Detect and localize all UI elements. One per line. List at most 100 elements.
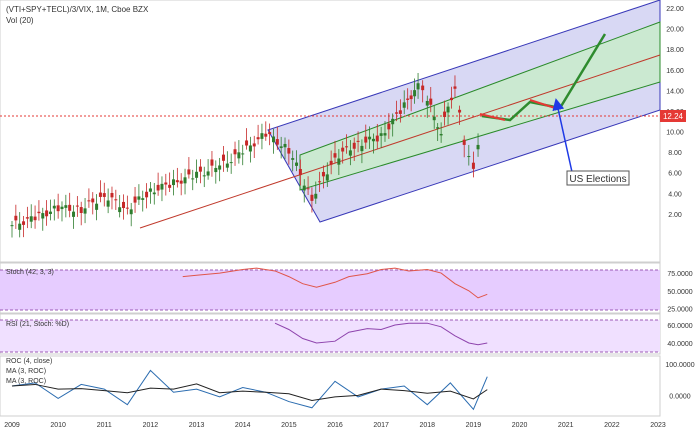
candle-body — [337, 158, 341, 165]
candle-body — [98, 192, 102, 197]
candle-body — [241, 153, 245, 155]
candle-body — [436, 127, 440, 129]
indicator-tick-label: 50.0000 — [667, 289, 692, 296]
roc-y-axis: 100.0000 0.0000 — [665, 362, 694, 400]
candle-body — [333, 153, 337, 158]
candle-body — [25, 217, 29, 219]
candle-body — [439, 133, 443, 136]
price-tick-label: 20.00 — [666, 27, 684, 34]
candle-body — [395, 112, 399, 114]
candle-body — [198, 166, 202, 172]
candle-body — [462, 139, 466, 145]
candle-body — [356, 140, 360, 142]
candle-body — [402, 102, 406, 108]
candle-body — [60, 206, 64, 210]
candle-body — [110, 192, 114, 198]
rsi-title: RSI (21, Stoch: %D) — [6, 321, 69, 328]
price-tick-label: 6.00 — [668, 171, 682, 178]
candle-body — [360, 145, 364, 152]
candle-body — [18, 223, 22, 230]
candle-body — [287, 148, 291, 154]
candle-body — [141, 198, 145, 200]
candle-body — [476, 144, 480, 150]
candle-body — [45, 210, 49, 217]
price-tick-label: 16.00 — [666, 68, 684, 75]
candle-body — [387, 123, 391, 130]
candle-body — [298, 168, 302, 176]
x-tick-label: 2011 — [97, 422, 112, 429]
candle-body — [458, 109, 462, 113]
price-tick-label: 4.00 — [668, 191, 682, 198]
rsi-band — [0, 320, 660, 352]
price-tick-label: 22.00 — [666, 6, 684, 13]
candle-body — [248, 145, 252, 152]
candle-body — [375, 135, 379, 142]
projection-red-2 — [529, 99, 556, 109]
candle-body — [221, 154, 225, 161]
stoch-y-axis: 75.0000 50.0000 25.0000 — [667, 271, 692, 313]
roc-title: ROC (4, close) — [6, 358, 52, 365]
x-tick-label: 2017 — [373, 422, 389, 429]
candle-body — [95, 203, 99, 210]
x-tick-label: 2010 — [50, 422, 66, 429]
candle-body — [64, 205, 68, 208]
candle-body — [364, 136, 368, 143]
symbol-title: (VTI+SPY+TECL)/3/VIX, 1M, Cboe BZX — [6, 5, 149, 14]
candle-body — [325, 174, 329, 181]
time-x-axis: 2009 2010 2011 2012 2013 2014 2015 2016 2017 2018… — [4, 422, 666, 429]
price-tick-label: 18.00 — [666, 47, 684, 54]
candle-body — [318, 181, 322, 183]
x-tick-label: 2018 — [419, 422, 435, 429]
candle-body — [160, 183, 164, 190]
candle-body — [450, 97, 454, 101]
candle-body — [156, 184, 160, 191]
candle-body — [237, 152, 241, 159]
candle-body — [432, 116, 436, 121]
candle-body — [91, 198, 95, 203]
candle-body — [33, 216, 37, 221]
candle-body — [52, 205, 56, 209]
roc-panel — [0, 355, 661, 417]
candle-body — [413, 90, 417, 97]
candle-body — [229, 162, 233, 164]
candle-body — [148, 188, 152, 192]
indicator-tick-label: 100.0000 — [665, 362, 694, 369]
candle-body — [145, 191, 149, 198]
price-tick-label: 10.00 — [666, 130, 684, 137]
x-tick-label: 2014 — [235, 422, 251, 429]
candle-body — [256, 137, 260, 140]
candle-body — [348, 150, 352, 156]
stoch-line — [182, 267, 488, 299]
candle-body — [37, 211, 41, 214]
x-tick-label: 2019 — [466, 422, 482, 429]
stoch-band — [0, 270, 660, 310]
indicator-tick-label: 60.0000 — [667, 323, 692, 330]
candle-body — [443, 111, 447, 118]
candle-body — [41, 213, 45, 219]
candle-body — [202, 175, 206, 177]
candle-body — [14, 215, 18, 221]
candle-body — [371, 138, 375, 142]
candle-body — [56, 205, 60, 212]
price-tick-label: 14.00 — [666, 88, 684, 95]
price-tag-text: 12.24 — [663, 112, 684, 121]
price-tick-label: 8.00 — [668, 150, 682, 157]
candle-body — [175, 180, 179, 183]
candle-body — [409, 95, 413, 100]
annotation-box — [566, 170, 630, 186]
candle-body — [191, 178, 195, 180]
candle-body — [114, 199, 118, 201]
candle-body — [425, 100, 429, 106]
candle-body — [183, 177, 187, 184]
candle-body — [102, 193, 106, 197]
candle-body — [345, 146, 349, 148]
candle-body — [245, 140, 249, 146]
candle-body — [398, 110, 402, 114]
roc-line — [11, 369, 488, 411]
indicator-tick-label: 40.0000 — [667, 341, 692, 348]
candle-body — [310, 194, 314, 201]
candle-body — [283, 143, 287, 148]
candle-body — [187, 169, 191, 175]
indicator-tick-label: 0.0000 — [669, 393, 691, 400]
candle-body — [264, 133, 268, 137]
